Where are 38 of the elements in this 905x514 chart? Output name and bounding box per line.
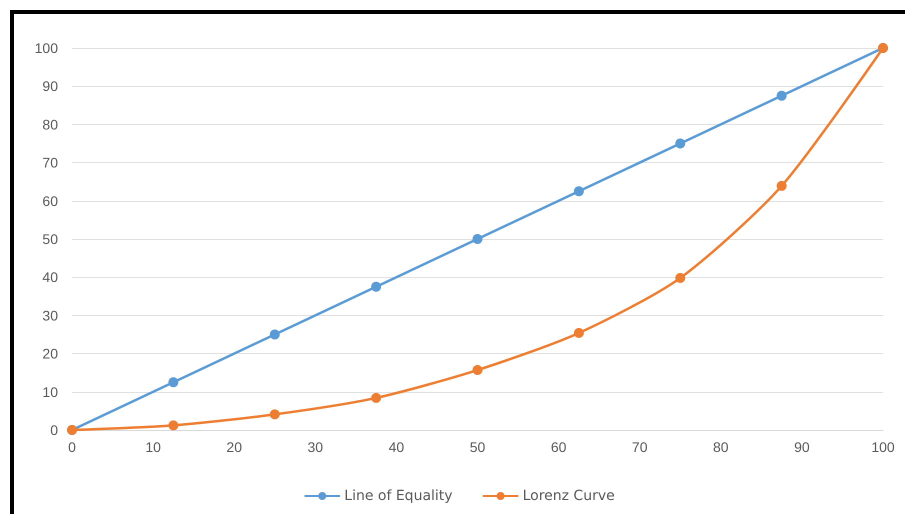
point xyxy=(472,234,482,244)
x-tick-label: 0 xyxy=(68,439,76,455)
point xyxy=(168,377,178,388)
y-tick-label: 10 xyxy=(42,384,58,400)
x-tick-label: 100 xyxy=(871,439,895,455)
legend-label: Line of Equality xyxy=(344,488,453,504)
point xyxy=(371,392,382,403)
x-tick-label: 10 xyxy=(145,439,162,455)
point xyxy=(574,186,584,196)
y-tick-label: 100 xyxy=(34,40,58,56)
y-tick-label: 80 xyxy=(42,116,58,132)
point xyxy=(472,365,482,376)
x-tick-label: 50 xyxy=(470,439,486,455)
x-tick-label: 60 xyxy=(550,439,567,455)
point xyxy=(675,138,686,148)
y-tick-label: 60 xyxy=(42,192,58,209)
point xyxy=(675,272,686,283)
legend-label: Lorenz Curve xyxy=(522,488,615,504)
point xyxy=(168,420,178,430)
y-tick-label: 70 xyxy=(42,154,58,171)
x-tick-label: 80 xyxy=(713,439,729,455)
point xyxy=(270,409,280,420)
y-tick-label: 20 xyxy=(42,346,58,362)
y-tick-label: 90 xyxy=(42,78,58,94)
point xyxy=(776,90,787,101)
x-tick-label: 40 xyxy=(388,439,404,455)
point xyxy=(776,180,787,191)
point xyxy=(574,328,584,338)
point xyxy=(371,282,382,292)
x-tick-label: 90 xyxy=(794,439,810,455)
y-tick-label: 40 xyxy=(42,269,58,286)
y-tick-label: 50 xyxy=(42,231,58,247)
x-tick-label: 30 xyxy=(308,439,324,455)
point xyxy=(270,330,280,340)
x-tick-label: 20 xyxy=(226,439,242,455)
x-tick-label: 70 xyxy=(632,439,648,455)
y-tick-label: 0 xyxy=(50,422,58,438)
y-tick-label: 30 xyxy=(42,307,58,324)
